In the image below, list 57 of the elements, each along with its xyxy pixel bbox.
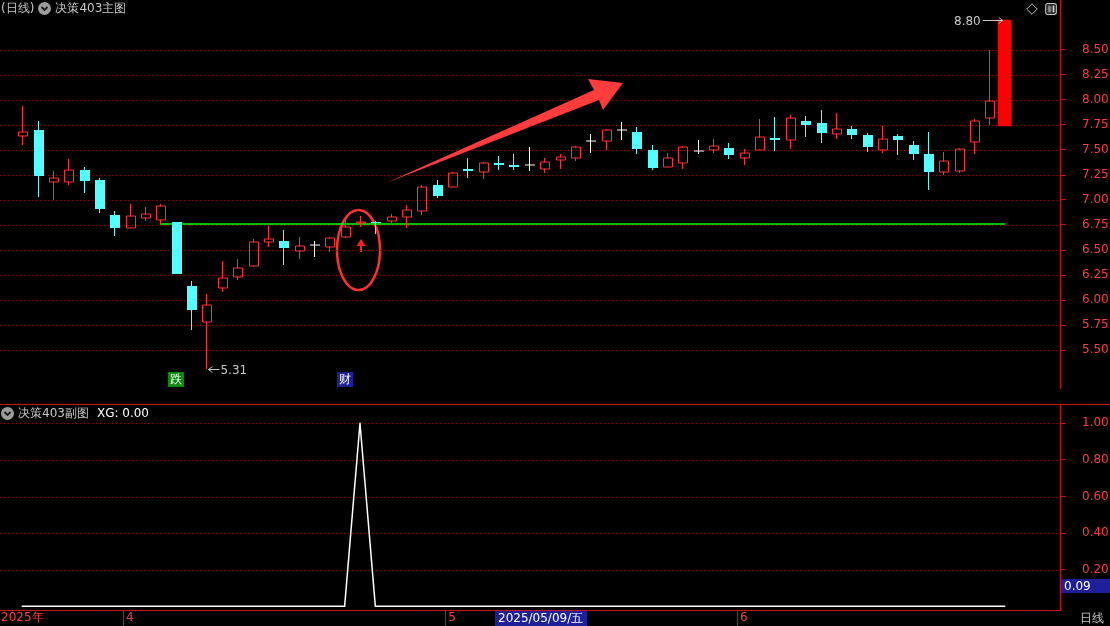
candlestick [463, 157, 473, 179]
text: 2025/05/09/五 [498, 611, 584, 626]
text: 0.09 [1064, 578, 1091, 593]
y-tick-label: 0.40 [1082, 525, 1109, 540]
candlestick [279, 229, 289, 266]
candlestick [909, 140, 919, 161]
candlestick [187, 280, 197, 331]
x-tick-label: 2025年 [0, 610, 44, 625]
candlestick [632, 126, 642, 155]
y-tick-label: 6.75 [1082, 217, 1109, 232]
candlestick [585, 133, 597, 154]
y-tick-label: 7.00 [1082, 192, 1109, 207]
y-tick-label: 7.50 [1082, 142, 1109, 157]
y-tick-label: 0.60 [1082, 488, 1109, 503]
y-tick-label: 6.00 [1082, 292, 1109, 307]
x-tick-label: 6 [739, 610, 748, 625]
annotation: 财 [339, 372, 351, 387]
x-tick-label: 4 [125, 610, 134, 625]
candlestick [893, 133, 903, 156]
chart-subtitle: 决策403主图 [55, 1, 127, 16]
candlestick [817, 109, 827, 144]
candlestick [648, 144, 658, 171]
y-tick-label: 6.50 [1082, 242, 1109, 257]
y-tick-label: 7.25 [1082, 167, 1109, 182]
chart-title: 决策403副图 [18, 406, 89, 421]
candlestick [49, 170, 59, 201]
candlestick [18, 105, 28, 146]
y-tick-label: 0.20 [1082, 561, 1109, 576]
text: 日线 [1080, 611, 1104, 626]
y-tick-label: 7.75 [1082, 117, 1109, 132]
candlestick [295, 236, 305, 260]
y-tick-label: 0.80 [1082, 452, 1109, 467]
annotation: 8.80 [954, 13, 981, 28]
text: XG: 0.00 [96, 406, 150, 421]
candlestick [264, 225, 274, 248]
y-tick-label: 5.50 [1082, 342, 1109, 357]
y-tick-label: 1.00 [1082, 415, 1109, 430]
annotation: 5.31 [220, 362, 248, 377]
candlestick [218, 260, 228, 293]
candlestick [371, 220, 381, 235]
candlestick [878, 125, 888, 154]
candlestick [801, 115, 811, 138]
annotation: 跌 [170, 372, 182, 387]
x-tick-label: 5 [448, 610, 456, 625]
candlestick [924, 131, 934, 191]
candlestick [80, 166, 90, 194]
candlestick [110, 210, 120, 237]
y-tick-label: 8.25 [1082, 67, 1109, 82]
candlestick [524, 146, 536, 172]
y-tick-label: 8.00 [1082, 92, 1109, 107]
chart-title: (日线) [1, 1, 35, 16]
y-tick-label: 8.50 [1082, 42, 1109, 57]
candlestick [832, 112, 842, 140]
y-tick-label: 6.25 [1082, 267, 1109, 282]
y-tick-label: 5.75 [1082, 317, 1109, 332]
candlestick [770, 116, 780, 152]
candlestick [863, 132, 873, 153]
